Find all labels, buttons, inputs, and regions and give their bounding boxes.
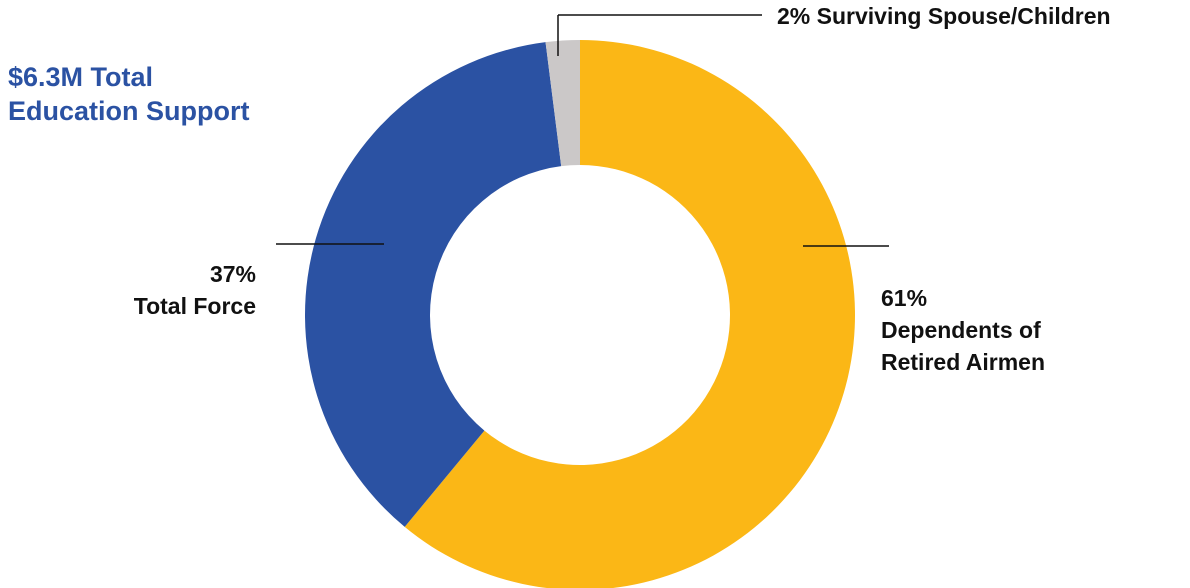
label-surviving-name: Surviving Spouse/Children xyxy=(816,3,1111,29)
label-dependents-percent: 61% xyxy=(881,285,928,311)
label-total-force: 37% Total Force xyxy=(100,258,256,322)
label-surviving: 2% Surviving Spouse/Children xyxy=(777,0,1111,32)
chart-title-line-1: $6.3M Total xyxy=(8,62,154,92)
label-total-force-name: Total Force xyxy=(133,293,256,319)
donut-slices xyxy=(305,40,855,588)
label-dependents-name-line-2: Retired Airmen xyxy=(881,349,1046,375)
label-surviving-percent: 2% xyxy=(777,3,811,29)
label-total-force-percent: 37% xyxy=(209,261,256,287)
label-dependents: 61% Dependents of Retired Airmen xyxy=(881,282,1045,378)
slice-dependents xyxy=(404,40,855,588)
chart-title-line-2: Education Support xyxy=(8,96,250,126)
slice-total-force xyxy=(305,42,562,527)
label-dependents-name-line-1: Dependents of xyxy=(881,317,1041,343)
slice-surviving xyxy=(545,40,580,167)
leader-lines xyxy=(276,14,889,247)
